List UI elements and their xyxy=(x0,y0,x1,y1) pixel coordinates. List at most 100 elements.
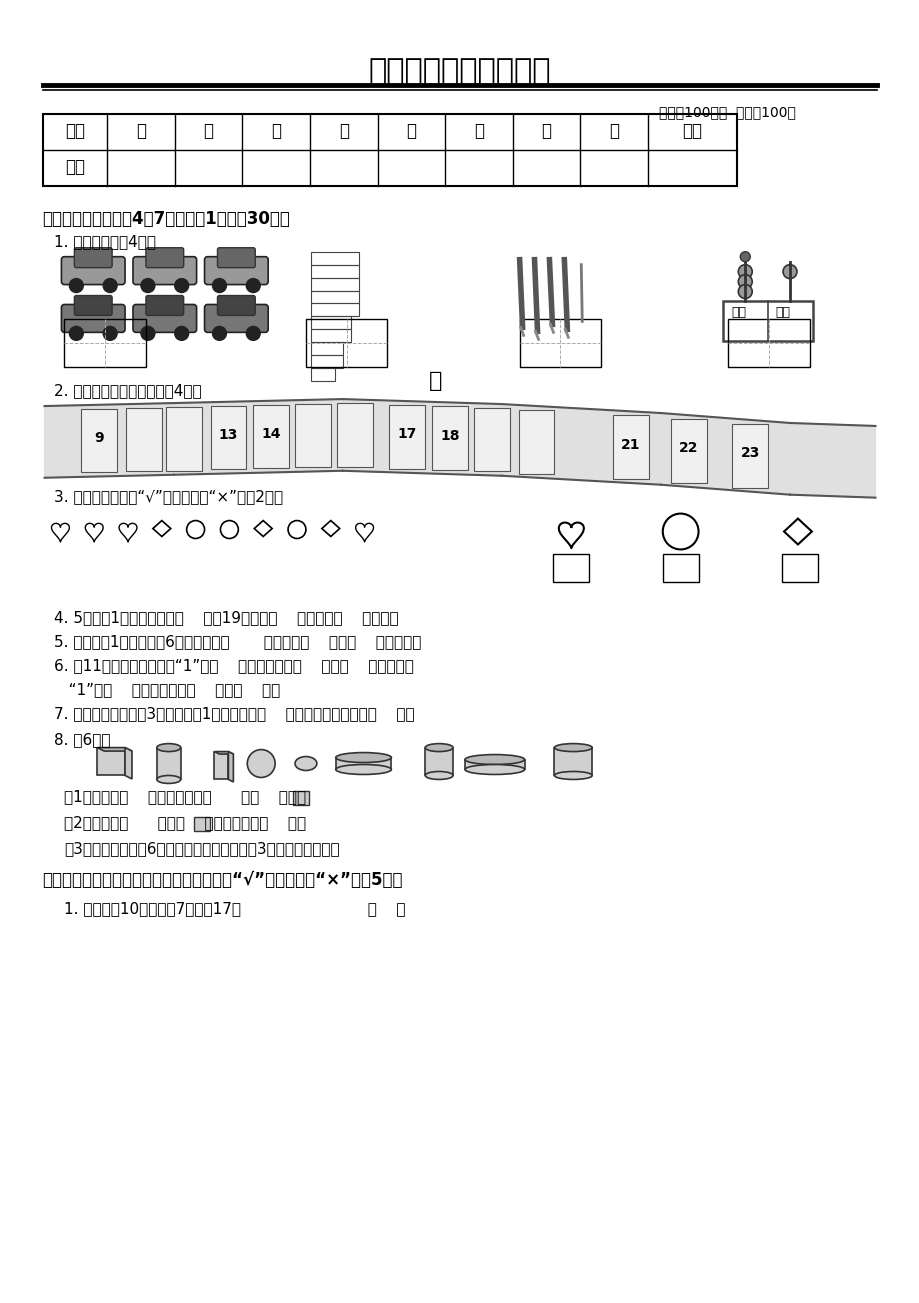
Circle shape xyxy=(738,275,752,288)
Bar xyxy=(295,404,331,468)
FancyBboxPatch shape xyxy=(204,305,267,332)
Text: 23: 23 xyxy=(740,446,759,460)
Text: 二、公正判一判。（在说法正确的括号里打“√”，错误的打“×”）（5分）: 二、公正判一判。（在说法正确的括号里打“√”，错误的打“×”）（5分） xyxy=(42,872,403,889)
Text: （3）把从左数的第6个圈起来，把从右数的第3个物体涂上颜色。: （3）把从左数的第6个圈起来，把从右数的第3个物体涂上颜色。 xyxy=(64,842,340,856)
FancyBboxPatch shape xyxy=(217,296,255,315)
FancyBboxPatch shape xyxy=(146,248,184,267)
Ellipse shape xyxy=(295,757,316,770)
FancyBboxPatch shape xyxy=(204,257,267,284)
Text: （1）一共有（    ）个物体，其中      有（    ）个。: （1）一共有（ ）个物体，其中 有（ ）个。 xyxy=(64,790,306,804)
Bar xyxy=(126,408,162,472)
Circle shape xyxy=(782,265,796,279)
Text: 4. 5个一和1个十合起来是（    ）；19里面有（    ）个十和（    ）个一。: 4. 5个一和1个十合起来是（ ）；19里面有（ ）个十和（ ）个一。 xyxy=(54,610,399,625)
FancyBboxPatch shape xyxy=(146,296,184,315)
Bar xyxy=(519,319,600,367)
Circle shape xyxy=(738,265,752,279)
Ellipse shape xyxy=(554,744,592,752)
Bar xyxy=(473,408,509,472)
Text: “1”在（    ）位上，表示（    ）个（    ）。: “1”在（ ）位上，表示（ ）个（ ）。 xyxy=(54,681,280,697)
Ellipse shape xyxy=(156,744,180,752)
Bar xyxy=(670,420,706,483)
Text: 8. （6分）: 8. （6分） xyxy=(54,732,111,747)
FancyBboxPatch shape xyxy=(62,257,125,284)
Circle shape xyxy=(212,279,226,293)
Bar xyxy=(311,356,343,369)
Bar xyxy=(612,416,648,480)
Bar xyxy=(732,423,767,487)
Text: （2）从左边数      排第（    ），从右数排（    ）。: （2）从左边数 排第（ ），从右数排（ ）。 xyxy=(64,816,306,830)
Circle shape xyxy=(738,284,752,298)
Bar xyxy=(97,748,125,775)
Ellipse shape xyxy=(464,754,524,765)
Ellipse shape xyxy=(335,765,391,774)
Bar xyxy=(193,817,210,831)
Bar xyxy=(253,405,289,469)
Ellipse shape xyxy=(335,753,391,762)
Polygon shape xyxy=(97,748,131,751)
Bar xyxy=(292,791,309,805)
Text: 五: 五 xyxy=(406,122,415,141)
Text: 个位: 个位 xyxy=(774,306,789,319)
Circle shape xyxy=(141,326,154,340)
Text: 题号: 题号 xyxy=(64,122,85,141)
Text: 13: 13 xyxy=(219,429,238,442)
Text: 一: 一 xyxy=(136,122,146,141)
Text: 18: 18 xyxy=(440,429,460,443)
Ellipse shape xyxy=(464,765,524,774)
FancyBboxPatch shape xyxy=(133,305,197,332)
Polygon shape xyxy=(44,399,875,498)
Text: 17: 17 xyxy=(397,427,416,442)
Bar xyxy=(553,554,588,582)
FancyBboxPatch shape xyxy=(74,296,112,315)
Bar xyxy=(214,752,228,779)
Bar xyxy=(432,407,468,470)
Ellipse shape xyxy=(156,775,180,783)
Text: 十位: 十位 xyxy=(731,306,745,319)
Circle shape xyxy=(246,279,260,293)
Polygon shape xyxy=(228,752,233,782)
Polygon shape xyxy=(214,752,233,754)
Bar xyxy=(311,278,358,291)
Bar xyxy=(335,757,391,770)
Text: 2. 小猫踩掉了哪些数呢？（4分）: 2. 小猫踩掉了哪些数呢？（4分） xyxy=(54,383,202,399)
Text: 四: 四 xyxy=(338,122,348,141)
Circle shape xyxy=(69,326,84,340)
Bar xyxy=(425,748,452,775)
Bar xyxy=(728,319,809,367)
Text: 一、仔细填一填。（4至7小题每空1分，入30分）: 一、仔细填一填。（4至7小题每空1分，入30分） xyxy=(42,210,290,228)
Bar xyxy=(311,317,350,330)
Text: 1. 看图写数。（4分）: 1. 看图写数。（4分） xyxy=(54,233,156,249)
Bar xyxy=(311,343,343,356)
Text: 1. 被减数是10，减数是7，差是17。                          （    ）: 1. 被减数是10，减数是7，差是17。 （ ） xyxy=(64,900,405,916)
Bar xyxy=(156,748,180,779)
Text: 7. 右边起，第一位是3，第二位是1，这个数是（    ），它前面一个数是（    ）。: 7. 右边起，第一位是3，第二位是1，这个数是（ ），它前面一个数是（ ）。 xyxy=(54,706,414,721)
Bar xyxy=(389,405,425,469)
Bar xyxy=(781,554,817,582)
Circle shape xyxy=(69,279,84,293)
Circle shape xyxy=(212,326,226,340)
Bar xyxy=(518,410,554,474)
Text: 八: 八 xyxy=(608,122,618,141)
FancyBboxPatch shape xyxy=(62,305,125,332)
FancyBboxPatch shape xyxy=(133,257,197,284)
Bar xyxy=(662,554,698,582)
Circle shape xyxy=(175,326,188,340)
Bar xyxy=(311,304,358,317)
Text: 六: 六 xyxy=(473,122,483,141)
Bar xyxy=(311,251,358,265)
Bar xyxy=(81,409,117,473)
FancyBboxPatch shape xyxy=(74,248,112,267)
Bar xyxy=(306,319,387,367)
Bar xyxy=(722,301,812,341)
Bar xyxy=(464,760,524,770)
Text: 22: 22 xyxy=(678,442,698,456)
Text: 时间：100分钟  满分：100分: 时间：100分钟 满分：100分 xyxy=(658,106,795,120)
Text: 21: 21 xyxy=(620,438,640,452)
Text: 二: 二 xyxy=(203,122,213,141)
Bar xyxy=(311,330,350,343)
Text: 一年级数学期末测试卷: 一年级数学期末测试卷 xyxy=(369,57,550,86)
Circle shape xyxy=(141,279,154,293)
Polygon shape xyxy=(125,748,131,779)
Bar xyxy=(311,369,335,382)
FancyBboxPatch shape xyxy=(217,248,255,267)
